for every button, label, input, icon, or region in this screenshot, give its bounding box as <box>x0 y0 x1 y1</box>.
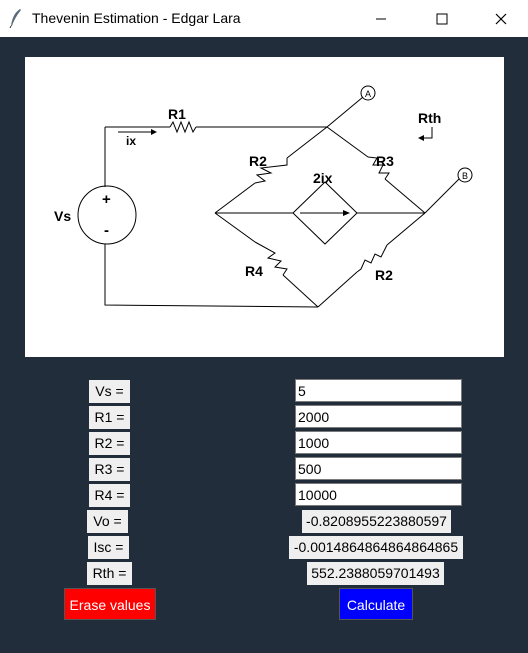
circuit-diagram: R1 ix Vs + - R2 R3 2ix R4 R2 A B Rth <box>25 57 504 357</box>
label-rth: Rth <box>418 110 441 126</box>
label-vs: Vs <box>54 208 71 224</box>
title-bar: Thevenin Estimation - Edgar Lara <box>0 0 528 37</box>
maximize-button[interactable] <box>419 0 465 37</box>
app-window: R1 ix Vs + - R2 R3 2ix R4 R2 A B Rth Vs … <box>0 37 528 653</box>
label-rth-result: Rth = <box>87 562 132 585</box>
label-minus: - <box>104 222 109 239</box>
vs-input[interactable] <box>295 379 462 402</box>
label-vo: Vo = <box>87 510 128 533</box>
label-plus: + <box>102 191 111 208</box>
circuit-svg: R1 ix Vs + - R2 R3 2ix R4 R2 A B Rth <box>54 85 473 308</box>
minimize-button[interactable] <box>358 0 404 37</box>
label-r4-field: R4 = <box>89 484 130 507</box>
label-r3-field: R3 = <box>89 458 130 481</box>
label-2ix: 2ix <box>313 170 333 186</box>
r3-input[interactable] <box>295 457 462 480</box>
erase-values-button[interactable]: Erase values <box>64 588 156 620</box>
label-ix: ix <box>126 134 136 148</box>
label-vs-field: Vs = <box>89 380 130 403</box>
close-icon <box>495 13 507 24</box>
feather-icon <box>9 9 21 28</box>
window-title: Thevenin Estimation - Edgar Lara <box>32 10 241 26</box>
isc-value: -0.0014864864864864865 <box>289 536 463 559</box>
maximize-icon <box>436 13 448 24</box>
label-r3: R3 <box>376 153 394 169</box>
label-node-b: B <box>462 171 468 181</box>
minimize-icon <box>376 18 386 19</box>
label-isc: Isc = <box>88 536 129 559</box>
r1-input[interactable] <box>295 405 462 428</box>
label-r1-field: R1 = <box>89 406 130 429</box>
close-button[interactable] <box>478 0 524 37</box>
rth-value: 552.2388059701493 <box>307 562 444 585</box>
calculate-button[interactable]: Calculate <box>339 588 413 620</box>
label-r2-top: R2 <box>249 153 267 169</box>
label-r2-field: R2 = <box>89 432 130 455</box>
r4-input[interactable] <box>295 483 462 506</box>
vo-value: -0.8208955223880597 <box>302 510 451 533</box>
label-r4: R4 <box>245 263 263 279</box>
r2-input[interactable] <box>295 431 462 454</box>
label-node-a: A <box>365 89 371 99</box>
label-r1: R1 <box>168 106 186 122</box>
label-r2-bottom: R2 <box>375 267 393 283</box>
